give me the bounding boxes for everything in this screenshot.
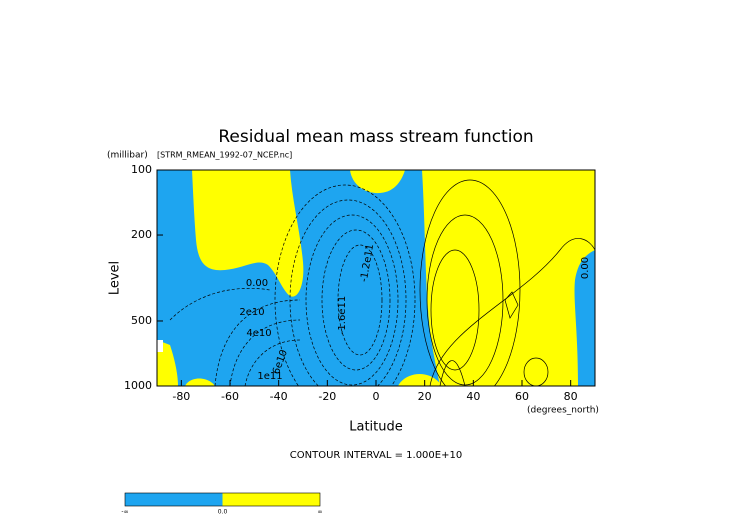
chart-title: Residual mean mass stream function [218,127,533,147]
x-tick-label: -60 [221,390,239,403]
x-tick-label: 60 [515,390,529,403]
x-tick-label: -40 [270,390,288,403]
colorbar-label: 0.0 [218,509,228,516]
contour-interval: CONTOUR INTERVAL = 1.000E+10 [290,450,462,461]
positive-region [185,378,215,386]
contour-label: 0.00 [580,257,591,279]
missing-region [157,340,163,352]
y-tick-label: 1000 [124,379,152,392]
x-tick-label: 80 [564,390,578,403]
colorbar-label: ∞ [318,509,323,516]
x-unit: (degrees_north) [527,406,599,416]
y-tick-label: 100 [131,163,152,176]
colorbar-swatch [222,493,320,506]
negative-contours [169,184,416,386]
y-tick-label: 200 [131,228,152,241]
positive-region [350,170,405,194]
contour-label: 1e11 [257,371,282,382]
x-tick-label: -80 [172,390,190,403]
x-axis-title: Latitude [349,420,403,435]
y-tick-label: 500 [131,314,152,327]
x-tick-label: 0 [373,390,380,403]
positive-region [398,373,442,386]
contour-label: 4e10 [246,328,271,339]
contour-label: 2e10 [239,307,264,318]
colorbar-label: -∞ [121,509,128,516]
positive-region [422,170,595,386]
plot-area [157,170,595,386]
positive-region [192,170,304,297]
subtitle: [STRM_RMEAN_1992-07_NCEP.nc] [157,151,292,160]
colorbar-swatch [125,493,223,506]
x-tick-label: 20 [418,390,432,403]
positive-contours [419,179,595,386]
y-unit: (millibar) [107,151,148,161]
contour-label: 0.00 [246,278,268,289]
y-axis-title: Level [108,261,123,295]
x-tick-label: -20 [318,390,336,403]
x-tick-label: 40 [466,390,480,403]
contour-label: -1.6e11 [337,296,348,334]
colorbar-frame [124,492,321,507]
